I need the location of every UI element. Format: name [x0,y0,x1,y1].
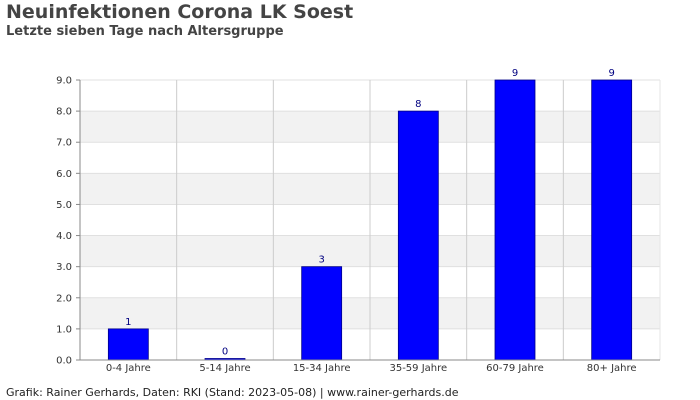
x-tick-label: 60-79 Jahre [486,363,544,374]
data-label: 0 [222,347,228,358]
chart-subtitle: Letzte sieben Tage nach Altersgruppe [6,24,284,39]
x-tick-label: 80+ Jahre [587,363,637,374]
y-tick-label: 5.0 [56,200,72,211]
y-tick-label: 7.0 [56,138,72,149]
grid-lines [80,79,661,361]
data-label: 8 [415,99,421,110]
data-label: 9 [512,68,518,79]
data-label: 1 [125,317,131,328]
x-tick-label: 5-14 Jahre [199,363,250,374]
y-tick-label: 6.0 [56,169,72,180]
bars [107,79,633,361]
y-tick-label: 0.0 [56,356,72,367]
axes [76,79,660,361]
chart-title: Neuinfektionen Corona LK Soest [6,1,354,23]
chart-labels: 0.0 1.0 2.0 3.0 4.0 5.0 6.0 7.0 8.0 9.0 1 0-4 Jahre… [56,68,636,374]
bar [494,79,536,361]
x-tick-label: 0-4 Jahre [106,363,151,374]
y-tick-label: 3.0 [56,262,72,273]
y-tick-label: 8.0 [56,107,72,118]
y-tick-label: 9.0 [56,76,72,87]
x-tick-label: 35-59 Jahre [389,363,447,374]
y-tick-label: 4.0 [56,231,72,242]
y-tick-label: 2.0 [56,293,72,304]
bar [107,328,149,361]
x-tick-label: 15-34 Jahre [293,363,351,374]
data-label: 9 [608,68,614,79]
bar [591,79,633,361]
bar [397,110,439,361]
y-tick-label: 1.0 [56,324,72,335]
source-credit: Grafik: Rainer Gerhards, Daten: RKI (Sta… [6,386,459,399]
bar [301,266,343,361]
data-label: 3 [318,255,324,266]
